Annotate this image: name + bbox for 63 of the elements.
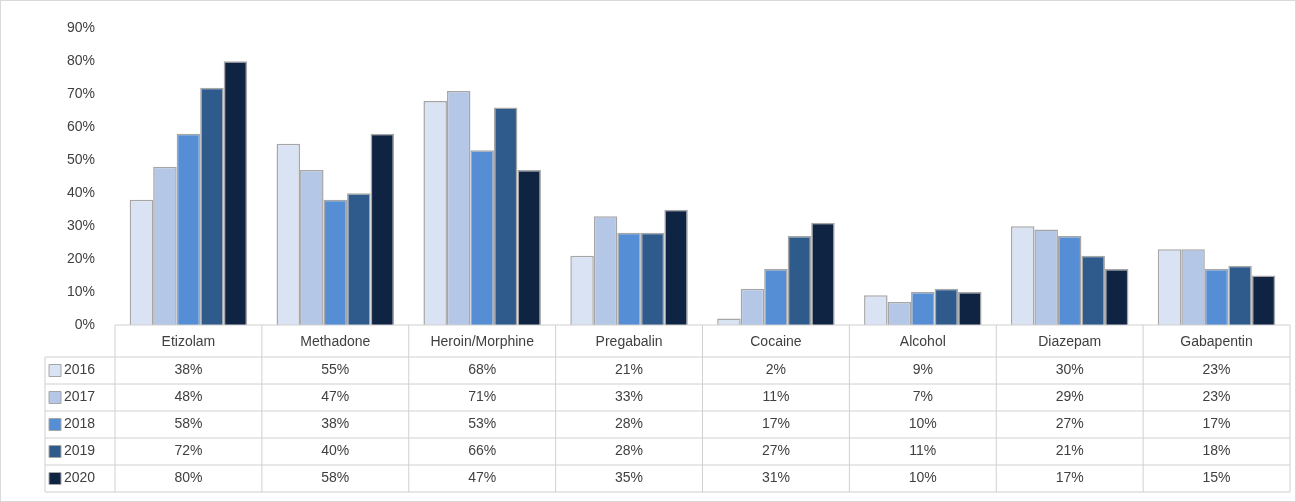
y-tick-label: 10% [66,282,95,299]
data-label: 17% [1202,415,1231,432]
x-tick-label: Heroin/Morphine [430,332,535,349]
data-label: 29% [1055,388,1084,405]
data-label: 33% [615,388,644,405]
y-tick-label: 30% [66,216,95,233]
y-tick-label: 70% [66,85,95,102]
x-tick-label: Gabapentin [1180,332,1253,349]
x-tick-label: Alcohol [899,332,946,349]
y-tick-label: 60% [66,118,95,135]
y-tick-label: 40% [66,184,95,201]
data-label: 31% [761,469,790,486]
y-tick-label: 0% [74,315,95,332]
data-label: 35% [615,469,644,486]
data-label: 47% [321,388,350,405]
data-label: 30% [1055,361,1084,378]
x-tick-label: Etizolam [161,332,216,349]
data-label: 21% [615,361,644,378]
data-label: 27% [1055,415,1084,432]
data-label: 53% [468,415,497,432]
legend-label: 2017 [64,388,96,405]
data-label: 21% [1055,442,1084,459]
data-label: 15% [1202,469,1231,486]
data-label: 23% [1202,388,1231,405]
data-label: 28% [615,415,644,432]
x-tick-label: Methadone [300,332,371,349]
x-tick-label: Diazepam [1038,332,1102,349]
data-label: 48% [174,388,203,405]
data-label: 68% [468,361,497,378]
y-tick-label: 20% [66,249,95,266]
data-label: 71% [468,388,497,405]
data-label: 23% [1202,361,1231,378]
y-tick-label: 80% [66,52,95,69]
data-label: 9% [912,361,933,378]
data-label: 58% [321,469,350,486]
data-label: 2% [765,361,787,378]
data-label: 27% [761,442,790,459]
x-tick-label: Pregabalin [595,332,663,349]
x-tick-label: Cocaine [750,332,802,349]
data-label: 80% [174,469,203,486]
y-tick-label: 50% [66,151,95,168]
data-label: 47% [468,469,497,486]
data-label: 10% [908,415,937,432]
data-label: 72% [174,442,203,459]
data-label: 38% [174,361,203,378]
data-label: 17% [761,415,790,432]
data-label: 11% [909,442,937,459]
y-tick-label: 90% [66,19,95,36]
data-label: 55% [321,361,350,378]
legend-label: 2020 [64,469,96,486]
data-label: 11% [762,388,790,405]
data-label: 17% [1055,469,1084,486]
data-label: 66% [468,442,497,459]
data-label: 10% [908,469,937,486]
legend-label: 2016 [64,361,96,378]
legend-label: 2019 [64,442,96,459]
data-label: 40% [321,442,350,459]
data-label: 28% [615,442,644,459]
legend-label: 2018 [64,415,96,432]
data-label: 18% [1202,442,1231,459]
data-label: 38% [321,415,350,432]
data-label: 58% [174,415,203,432]
data-label: 7% [912,388,933,405]
